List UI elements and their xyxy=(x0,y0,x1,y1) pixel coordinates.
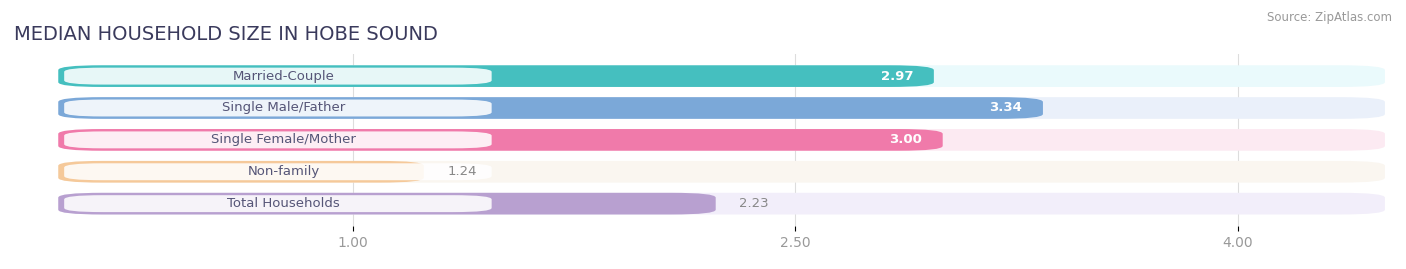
FancyBboxPatch shape xyxy=(58,65,1385,87)
FancyBboxPatch shape xyxy=(58,65,934,87)
Text: 3.34: 3.34 xyxy=(990,101,1022,115)
Text: Non-family: Non-family xyxy=(247,165,321,178)
FancyBboxPatch shape xyxy=(65,163,492,180)
FancyBboxPatch shape xyxy=(58,161,1385,183)
FancyBboxPatch shape xyxy=(65,68,492,84)
FancyBboxPatch shape xyxy=(65,100,492,116)
Text: 2.23: 2.23 xyxy=(740,197,769,210)
Text: Single Female/Mother: Single Female/Mother xyxy=(211,133,356,146)
Text: 2.97: 2.97 xyxy=(880,70,914,83)
Text: 1.24: 1.24 xyxy=(447,165,477,178)
FancyBboxPatch shape xyxy=(58,161,423,183)
FancyBboxPatch shape xyxy=(58,193,1385,214)
Text: MEDIAN HOUSEHOLD SIZE IN HOBE SOUND: MEDIAN HOUSEHOLD SIZE IN HOBE SOUND xyxy=(14,25,437,44)
Text: 3.00: 3.00 xyxy=(889,133,922,146)
Text: Total Households: Total Households xyxy=(228,197,340,210)
FancyBboxPatch shape xyxy=(65,195,492,212)
FancyBboxPatch shape xyxy=(58,193,716,214)
FancyBboxPatch shape xyxy=(58,129,942,151)
FancyBboxPatch shape xyxy=(58,97,1385,119)
FancyBboxPatch shape xyxy=(65,132,492,148)
Text: Source: ZipAtlas.com: Source: ZipAtlas.com xyxy=(1267,11,1392,24)
Text: Single Male/Father: Single Male/Father xyxy=(222,101,346,115)
Text: Married-Couple: Married-Couple xyxy=(233,70,335,83)
FancyBboxPatch shape xyxy=(58,129,1385,151)
FancyBboxPatch shape xyxy=(58,97,1043,119)
